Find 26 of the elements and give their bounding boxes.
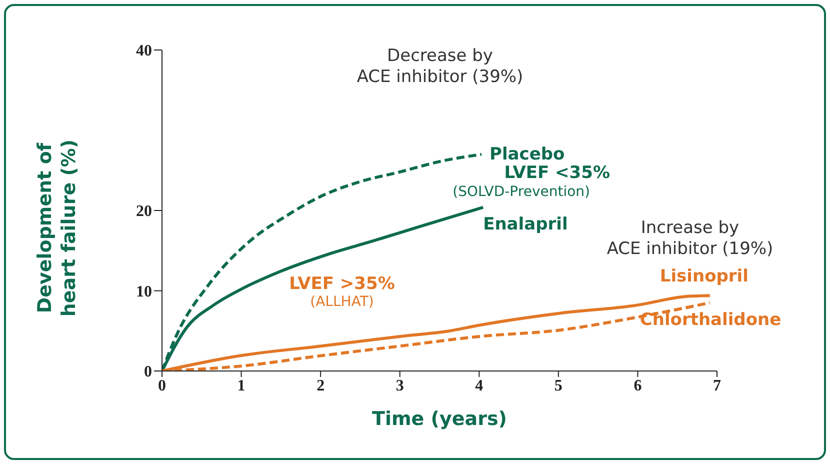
- x-tick-label: 6: [634, 377, 642, 394]
- y-tick-label: 10: [136, 283, 152, 300]
- x-tick-label: 7: [713, 377, 721, 394]
- x-tick-label: 4: [475, 377, 484, 394]
- annotation: (ALLHAT): [309, 294, 375, 311]
- series-label: Enalapril: [483, 214, 568, 234]
- y-axis-title: Development of heart failure (%): [33, 138, 81, 319]
- annotation: LVEF >35%: [288, 274, 396, 294]
- annotation: ACE inhibitor (19%): [606, 239, 774, 260]
- series-label: Lisinopril: [660, 266, 748, 287]
- annotation: LVEF <35%: [503, 163, 610, 184]
- annotation: (SOLVD-Prevention): [452, 184, 590, 201]
- series-label: Chlorthalidone: [640, 310, 782, 330]
- x-tick-label: 3: [396, 377, 404, 394]
- annotation: Decrease by: [386, 46, 494, 66]
- x-tick-label: 5: [554, 377, 562, 394]
- x-tick-label: 0: [158, 377, 166, 394]
- y-tick-label: 20: [136, 203, 152, 220]
- annotation: Increase by: [640, 218, 740, 238]
- x-axis-title: Time (years): [371, 408, 508, 430]
- series-label: Placebo: [490, 144, 565, 164]
- x-tick-label: 1: [237, 377, 246, 394]
- x-tick-label: 2: [316, 377, 325, 394]
- annotation: ACE inhibitor (39%): [356, 67, 524, 88]
- y-tick-label: 0: [144, 364, 152, 381]
- y-tick-label: 40: [136, 42, 152, 60]
